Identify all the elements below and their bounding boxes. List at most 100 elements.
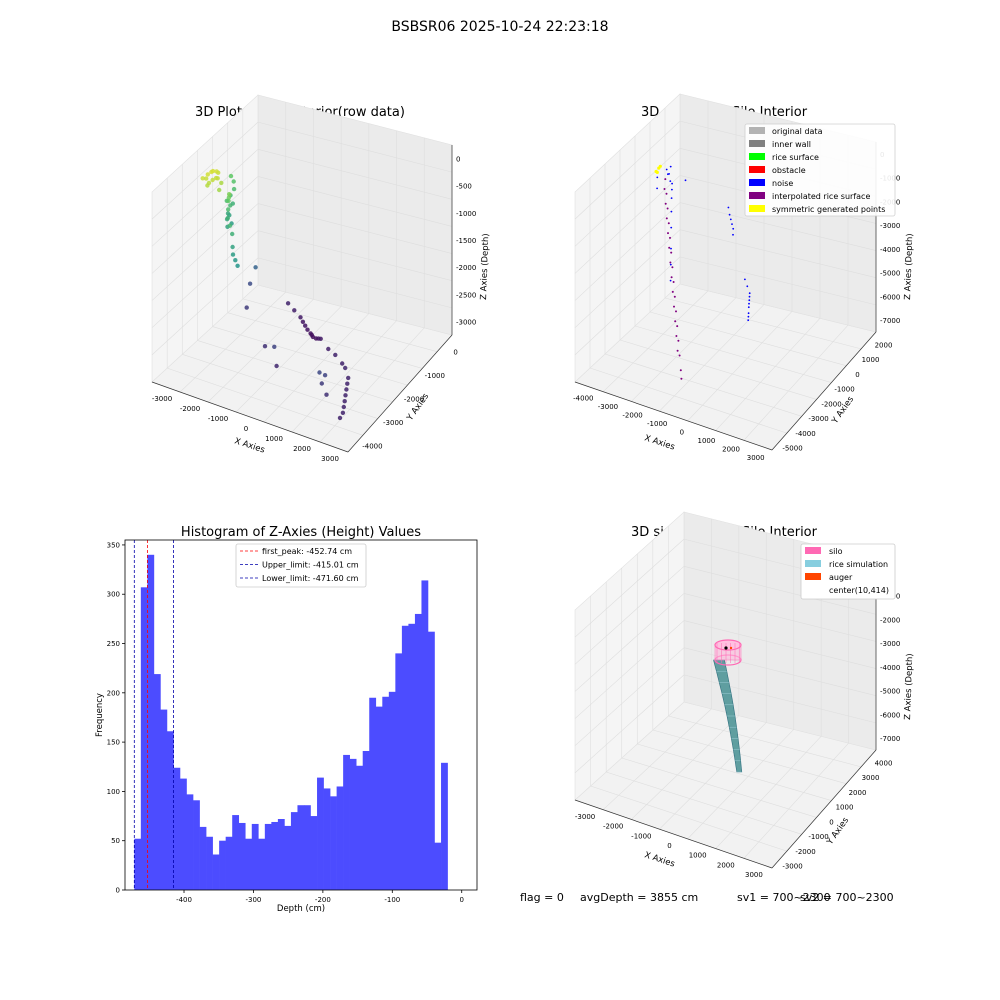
hist-bar: [434, 842, 442, 890]
grid-line: [257, 203, 453, 254]
grid-line: [606, 771, 802, 835]
interpolated-point: [673, 295, 676, 298]
grid-line: [151, 121, 259, 220]
y-tick-label: 100: [107, 788, 120, 796]
panel-classify-zlabel: Z Axies (Depth): [903, 233, 915, 300]
noise-point: [747, 312, 750, 315]
z-tick-label: -2000: [880, 616, 900, 624]
hist-bar: [173, 767, 181, 890]
hist-vlines: [133, 540, 174, 890]
grid-line: [151, 176, 259, 274]
raw-point: [305, 327, 310, 332]
x-tick-label: -3000: [575, 813, 595, 821]
grid-line: [687, 311, 793, 422]
raw-point: [337, 415, 343, 421]
grid-line: [659, 304, 765, 412]
grid-line: [602, 290, 709, 392]
interpolated-point: [668, 246, 671, 249]
grid-line: [679, 229, 877, 279]
raw-point: [326, 346, 331, 352]
x-tick-label: 0: [459, 896, 463, 904]
grid-line: [257, 176, 453, 227]
grid-line: [151, 149, 259, 247]
hist-bar: [297, 805, 305, 890]
y-axis-line: [771, 331, 877, 451]
noise-point: [748, 299, 751, 302]
y-tick-label: 0: [829, 818, 833, 826]
grid-line: [574, 538, 685, 638]
interpolated-point: [670, 276, 673, 279]
x-tick-label: 3000: [747, 454, 765, 462]
x-tick-label: -2000: [180, 405, 200, 413]
z-tick-label: -7000: [880, 317, 900, 325]
interpolated-point: [667, 232, 669, 235]
raw-point: [228, 173, 234, 179]
grid-line: [574, 229, 681, 328]
raw-point: [333, 352, 338, 358]
noise-point: [669, 180, 672, 183]
hist-bar: [212, 854, 220, 890]
grid-line: [679, 202, 877, 251]
y-tick-label: 0: [855, 371, 859, 379]
y-tick-label: -2000: [821, 400, 841, 408]
raw-point: [340, 361, 345, 366]
interpolated-point: [676, 349, 679, 352]
hist-xlabel: Depth (cm): [277, 904, 325, 914]
raw-point: [227, 192, 232, 197]
hist-bar: [134, 838, 142, 890]
legend-label: rice simulation: [829, 560, 888, 569]
grid-line: [621, 757, 817, 818]
legend-swatch: [749, 153, 765, 160]
interpolated-point: [672, 281, 675, 283]
grid-line: [207, 299, 314, 403]
legend-frame: [800, 543, 896, 600]
noise-point: [729, 218, 732, 221]
raw-point: [226, 195, 232, 200]
legend-label: center(10,414): [829, 586, 889, 595]
grid-line: [683, 593, 877, 642]
grid-line: [715, 318, 821, 431]
raw-point: [303, 323, 308, 328]
raw-point: [233, 258, 238, 263]
raw-point: [346, 375, 351, 381]
z-tick-label: -3000: [456, 318, 476, 326]
z-tick-label: -1000: [456, 210, 476, 218]
hist-bar: [303, 805, 311, 890]
hist-bar: [330, 796, 337, 890]
interpolated-point: [664, 202, 667, 205]
raw-point: [298, 315, 303, 320]
hist-bar: [206, 836, 213, 890]
simulation-legend: silo rice simulation auger center(10,414): [800, 543, 896, 600]
legend-label: Lower_limit: -471.60 cm: [262, 574, 359, 583]
x-axis-line: [151, 381, 349, 453]
grid-line: [664, 297, 862, 350]
z-tick-label: -6000: [880, 711, 900, 719]
hist-bar: [271, 821, 279, 890]
hist-bar: [193, 800, 200, 890]
hist-bar: [290, 812, 298, 890]
hist-bar: [414, 613, 422, 890]
hist-ticks: -400 -300 -200 -100 0 0 50 100 150 200 250 300 350: [107, 541, 464, 904]
raw-point: [226, 207, 231, 212]
grid-line: [574, 674, 685, 774]
z-tick-label: -500: [456, 183, 472, 191]
raw-point: [209, 169, 214, 175]
grid-line: [687, 729, 794, 840]
y-tick-label: -5000: [782, 445, 802, 453]
y-tick-label: 2000: [849, 789, 867, 797]
y-tick-label: 300: [107, 591, 120, 599]
z-tick-label: -4000: [880, 246, 900, 254]
hist-bar: [179, 778, 187, 890]
legend-swatch: [749, 166, 765, 173]
silo-ring-top: [714, 639, 742, 651]
hist-bars: [134, 554, 448, 890]
grid-line: [683, 620, 877, 669]
noise-point: [748, 292, 751, 295]
legend-label: noise: [772, 179, 793, 188]
hist-bar: [395, 653, 403, 890]
z-tick-label: -1500: [456, 237, 476, 245]
z-tick-label: 0: [456, 156, 460, 164]
z-tick-label: -3000: [880, 222, 900, 230]
interpolated-point: [665, 217, 668, 220]
grid-line: [257, 230, 453, 282]
